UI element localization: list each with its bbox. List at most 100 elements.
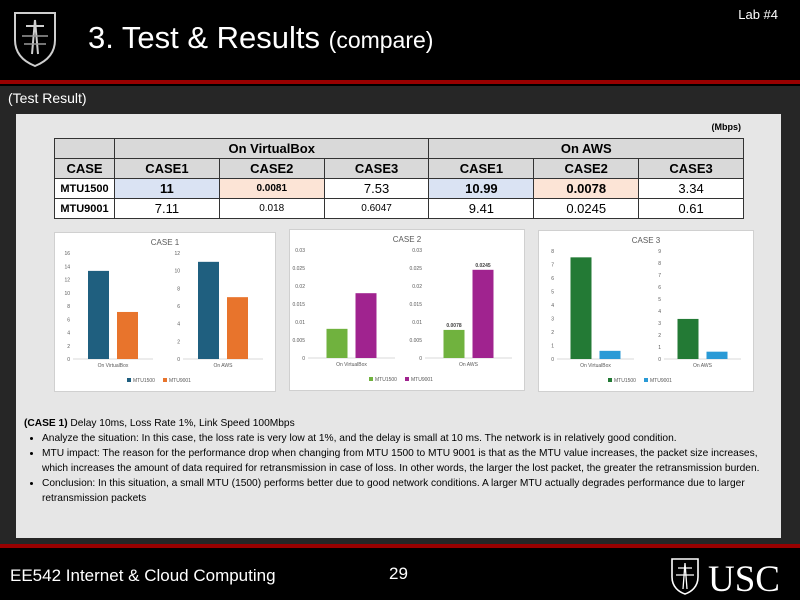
chart-title: CASE 2 (393, 235, 422, 244)
chart-case3: CASE 3 0 1 2 3 4 5 6 7 8 On VirtualBox 0 1 2 3 4 5 6 7 8 9 On… (538, 230, 754, 392)
chart-case2-svg: CASE 2 0 0.005 0.01 0.015 0.02 0.025 0.03 On Vir… (292, 235, 512, 383)
table-cell: 0.61 (638, 198, 744, 219)
tick-label: 12 (174, 251, 180, 257)
tick-label: 8 (551, 249, 554, 255)
tick-label: 6 (67, 317, 70, 323)
tick-label: 5 (551, 290, 554, 296)
analysis-text: (CASE 1) Delay 10ms, Loss Rate 1%, Link … (24, 416, 764, 506)
column-header: CASE1 (428, 158, 535, 179)
category-label: On AWS (214, 363, 234, 369)
tick-label: 0 (67, 357, 70, 363)
chart-title: CASE 1 (151, 238, 180, 247)
bar-mtu9001 (355, 293, 377, 358)
row-label: MTU9001 (54, 198, 115, 219)
tick-label: 0.005 (409, 338, 422, 344)
legend-label: MTU9001 (411, 377, 433, 383)
legend-swatch (127, 378, 131, 382)
table-corner (54, 138, 115, 159)
page-title: 3. Test & Results (compare) (88, 20, 434, 55)
list-item: MTU impact: The reason for the performan… (42, 446, 764, 476)
legend-label: MTU9001 (169, 378, 191, 384)
tick-label: 6 (177, 304, 180, 310)
tick-label: 0 (658, 357, 661, 363)
bar-mtu1500 (443, 329, 465, 358)
tick-label: 5 (658, 297, 661, 303)
table-cell: 10.99 (428, 178, 535, 199)
legend-swatch (644, 378, 648, 382)
tick-label: 3 (658, 321, 661, 327)
data-label: 0.0078 (446, 323, 462, 329)
chart-case3-svg: CASE 3 0 1 2 3 4 5 6 7 8 On VirtualBox 0 1 2 3 4 5 6 7 8 9 On… (551, 236, 741, 384)
tick-label: 10 (64, 291, 70, 297)
results-table: On VirtualBox On AWS CASE CASE1 CASE2 CA… (54, 138, 744, 219)
slide-body: (Test Result) (Mbps) On VirtualBox On AW… (0, 86, 800, 544)
analysis-list: Analyze the situation: In this case, the… (24, 431, 764, 506)
lab-label: Lab #4 (738, 7, 778, 22)
tick-label: 6 (551, 276, 554, 282)
legend-swatch (369, 377, 373, 381)
tick-label: 8 (658, 261, 661, 267)
tick-label: 3 (551, 317, 554, 323)
tick-label: 4 (177, 322, 180, 328)
table-cell: 0.6047 (323, 198, 430, 219)
legend-swatch (608, 378, 612, 382)
tick-label: 4 (551, 303, 554, 309)
course-title: EE542 Internet & Cloud Computing (10, 566, 276, 585)
category-label: On AWS (459, 362, 479, 368)
tick-label: 0.015 (292, 302, 305, 308)
bar-mtu9001 (599, 350, 621, 359)
tick-label: 14 (64, 264, 70, 270)
table-cell: 7.11 (114, 198, 220, 219)
group-header-aws: On AWS (428, 138, 744, 159)
tick-label: 1 (551, 344, 554, 350)
tick-label: 0.015 (409, 302, 422, 308)
table-row: MTU1500 11 0.0081 7.53 10.99 0.0078 3.34 (54, 178, 744, 199)
data-label: 0.0245 (475, 263, 491, 269)
table-header-row: CASE CASE1 CASE2 CASE3 CASE1 CASE2 CASE3 (54, 158, 744, 179)
tick-label: 0 (551, 357, 554, 363)
legend-label: MTU1500 (133, 378, 155, 384)
bottom-divider (0, 544, 800, 548)
tick-label: 7 (658, 273, 661, 279)
group-header-virtualbox: On VirtualBox (113, 138, 430, 159)
tick-label: 6 (658, 285, 661, 291)
tick-label: 0 (419, 356, 422, 362)
chart-case1-svg: CASE 1 0 2 4 6 8 10 12 14 16 On VirtualBox 0 2 4 6 8 10 1… (64, 238, 263, 384)
tick-label: 0 (302, 356, 305, 362)
case-heading: (CASE 1) Delay 10ms, Loss Rate 1%, Link … (24, 418, 295, 429)
chart-case2: CASE 2 0 0.005 0.01 0.015 0.02 0.025 0.03 On Vir… (289, 229, 525, 391)
tick-label: 0.025 (292, 266, 305, 272)
list-item: Analyze the situation: In this case, the… (42, 431, 764, 446)
tick-label: 9 (658, 249, 661, 255)
top-divider (0, 80, 800, 84)
chart-title: CASE 3 (632, 236, 661, 245)
bar-mtu1500 (570, 257, 592, 359)
slide-header: 3. Test & Results (compare) Lab #4 (0, 0, 800, 80)
bar-mtu9001 (117, 311, 138, 359)
column-header: CASE2 (533, 158, 640, 179)
legend-swatch (405, 377, 409, 381)
bar-mtu9001 (706, 351, 728, 359)
column-header: CASE3 (638, 158, 744, 179)
tick-label: 12 (64, 278, 70, 284)
table-cell: 0.0078 (533, 178, 640, 199)
bar-mtu9001 (472, 269, 494, 358)
section-label: (Test Result) (8, 90, 87, 106)
tick-label: 8 (177, 286, 180, 292)
tick-label: 0.01 (412, 320, 422, 326)
row-label: MTU1500 (54, 178, 115, 199)
tick-label: 8 (67, 304, 70, 310)
tick-label: 7 (551, 263, 554, 269)
bar-mtu1500 (677, 318, 699, 359)
list-item: Conclusion: In this situation, a small M… (42, 476, 764, 506)
tick-label: 4 (658, 309, 661, 315)
tick-label: 1 (658, 345, 661, 351)
tick-label: 0.005 (292, 338, 305, 344)
legend-label: MTU1500 (614, 378, 636, 384)
column-header: CASE2 (218, 158, 325, 179)
bar-mtu1500 (198, 261, 219, 359)
tick-label: 2 (551, 330, 554, 336)
chart-case1: CASE 1 0 2 4 6 8 10 12 14 16 On VirtualBox 0 2 4 6 8 10 1… (54, 232, 276, 392)
tick-label: 0 (177, 357, 180, 363)
table-cell: 0.0245 (533, 198, 640, 219)
